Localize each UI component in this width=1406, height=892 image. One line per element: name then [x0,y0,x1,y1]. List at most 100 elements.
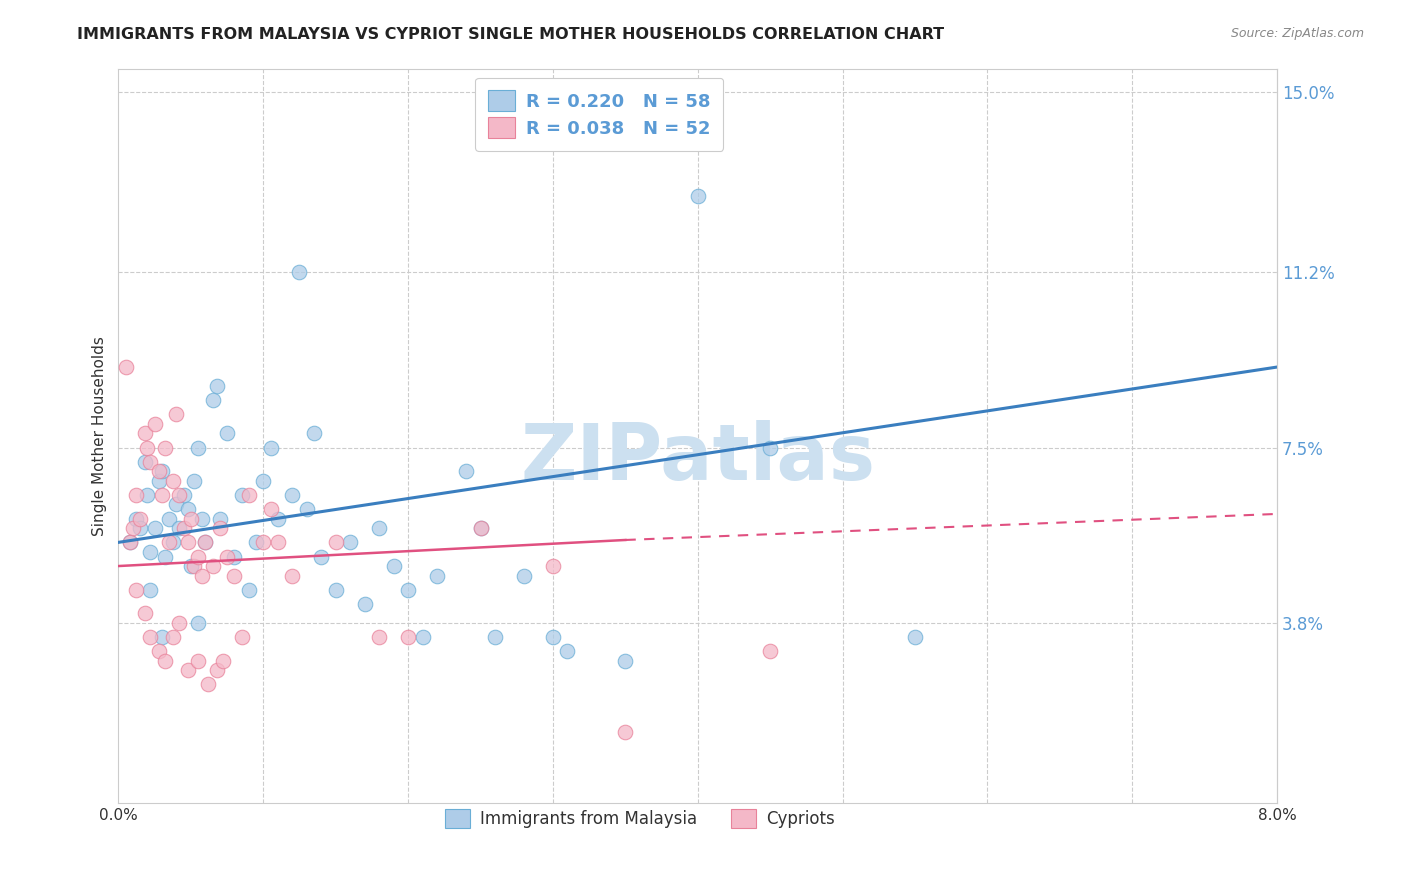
Point [231,630,253,644]
Point [194,535,217,549]
Point [614,654,637,668]
Point [295,502,318,516]
Point [125,511,148,525]
Point [759,644,782,658]
Point [484,630,506,644]
Point [513,568,536,582]
Point [129,521,152,535]
Point [153,441,176,455]
Point [187,441,209,455]
Point [169,488,191,502]
Point [208,521,231,535]
Point [191,511,214,525]
Point [557,644,579,658]
Point [217,549,239,564]
Point [122,521,145,535]
Point [191,568,214,582]
Point [201,559,224,574]
Point [197,677,219,691]
Point [211,654,233,668]
Point [148,474,170,488]
Point [281,568,304,582]
Y-axis label: Single Mother Households: Single Mother Households [93,335,107,536]
Point [183,559,205,574]
Point [224,568,246,582]
Point [339,535,361,549]
Point [173,488,195,502]
Point [252,474,274,488]
Point [134,426,156,441]
Point [187,654,209,668]
Point [353,597,375,611]
Point [470,521,492,535]
Point [173,521,195,535]
Point [194,535,217,549]
Point [139,582,162,597]
Point [169,521,191,535]
Point [118,535,141,549]
Point [541,559,564,574]
Point [245,535,267,549]
Point [157,535,180,549]
Point [177,535,200,549]
Point [183,474,205,488]
Point [281,488,304,502]
Point [134,455,156,469]
Point [208,511,231,525]
Point [201,393,224,408]
Point [686,189,709,203]
Text: ZIPatlas: ZIPatlas [520,420,876,496]
Point [125,488,148,502]
Point [217,426,239,441]
Point [454,464,477,478]
Point [150,488,173,502]
Point [129,511,152,525]
Point [139,545,162,559]
Text: Source: ZipAtlas.com: Source: ZipAtlas.com [1230,27,1364,40]
Point [162,630,184,644]
Legend: Immigrants from Malaysia, Cypriots: Immigrants from Malaysia, Cypriots [439,803,841,835]
Point [136,441,159,455]
Point [238,582,260,597]
Point [325,535,347,549]
Point [614,724,637,739]
Point [157,511,180,525]
Point [267,511,290,525]
Point [187,615,209,630]
Point [180,511,202,525]
Point [136,488,159,502]
Point [470,521,492,535]
Point [904,630,927,644]
Point [187,549,209,564]
Point [134,607,156,621]
Point [139,630,162,644]
Point [368,630,391,644]
Point [148,464,170,478]
Point [382,559,405,574]
Point [150,464,173,478]
Point [153,654,176,668]
Point [396,582,419,597]
Point [177,502,200,516]
Point [267,535,290,549]
Point [238,488,260,502]
Point [412,630,434,644]
Point [541,630,564,644]
Point [259,502,281,516]
Point [231,488,253,502]
Point [288,265,311,279]
Point [259,441,281,455]
Point [162,474,184,488]
Point [325,582,347,597]
Point [368,521,391,535]
Point [125,582,148,597]
Point [114,359,136,374]
Point [252,535,274,549]
Point [150,630,173,644]
Point [224,549,246,564]
Point [205,663,228,677]
Point [165,498,187,512]
Point [162,535,184,549]
Point [302,426,325,441]
Point [143,521,166,535]
